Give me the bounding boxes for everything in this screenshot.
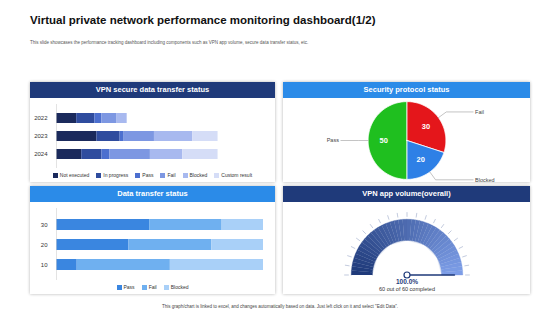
html-text:Custom result: Custom result [221, 171, 253, 178]
html-text:Blocked: Blocked [170, 283, 189, 290]
html-text:This slide showcases the perfo: This slide showcases the performance tra… [30, 40, 309, 45]
svg-text:20: 20 [417, 155, 425, 164]
html-text:Pass: Pass [142, 171, 154, 178]
html-text:This graph/chart is linked to: This graph/chart is linked to excel, and… [162, 304, 398, 309]
svg-text:30: 30 [422, 122, 430, 131]
html-text:Security protocol status: Security protocol status [363, 85, 450, 94]
svg-text:20: 20 [41, 242, 48, 248]
html-text:Blocked: Blocked [189, 171, 208, 178]
html-text:Data transfer status: Data transfer status [117, 189, 188, 198]
html-text:Pass: Pass [123, 283, 135, 290]
svg-text:50: 50 [379, 136, 387, 145]
svg-text:100.0%: 100.0% [396, 278, 418, 285]
svg-text:Blocked: Blocked [475, 177, 495, 183]
svg-text:60 out of 60 completed: 60 out of 60 completed [379, 286, 435, 292]
html-text:Not executed: Not executed [59, 171, 90, 178]
svg-text:2024: 2024 [34, 151, 48, 157]
html-text:Fail: Fail [148, 283, 157, 290]
svg-text:2023: 2023 [34, 133, 48, 139]
svg-text:Fail: Fail [475, 109, 484, 115]
svg-text:2022: 2022 [34, 115, 48, 121]
svg-text:30: 30 [41, 222, 48, 228]
svg-text:Pass: Pass [327, 137, 339, 143]
html-text:Fail: Fail [167, 171, 176, 178]
html-text:VPN app volume(overall): VPN app volume(overall) [362, 189, 451, 198]
html-text:Virtual private network perfor: Virtual private network performance moni… [30, 14, 376, 26]
html-text:VPN secure data transfer statu: VPN secure data transfer status [95, 85, 210, 94]
svg-text:10: 10 [41, 262, 48, 268]
html-text:In progress: In progress [103, 171, 129, 178]
